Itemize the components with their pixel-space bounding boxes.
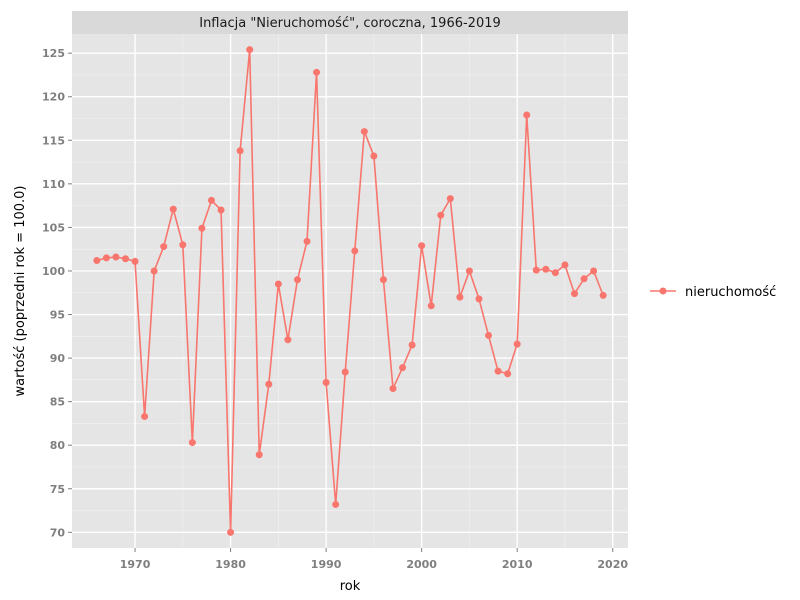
data-point [437,211,445,219]
data-point [255,451,263,459]
data-point [379,276,387,284]
y-tick-label: 80 [50,439,66,452]
data-point [418,242,426,250]
y-tick-label: 110 [42,178,65,191]
data-point [485,331,493,339]
data-point [571,290,579,298]
strip-background [72,11,628,34]
data-point [246,46,254,54]
data-point [332,500,340,508]
data-point [580,275,588,283]
data-point [121,255,129,263]
y-tick-label: 120 [42,91,65,104]
x-tick-label: 2020 [597,558,628,571]
x-tick-label: 1990 [311,558,342,571]
chart-title: Inflacja "Nieruchomość", coroczna, 1966-… [199,16,501,31]
data-point [141,412,149,420]
y-axis-title: wartość (poprzedni rok = 100.0) [13,186,28,397]
x-tick-label: 1970 [120,558,151,571]
y-tick-label: 115 [42,134,65,147]
y-tick-label: 85 [50,396,65,409]
y-tick-label: 125 [42,47,65,60]
data-point [112,253,120,261]
data-point [551,269,559,277]
data-point [475,295,483,303]
data-point [341,368,349,376]
data-point [227,528,235,536]
data-point [542,265,550,273]
data-point [102,254,110,262]
data-point [284,336,292,344]
data-point [494,367,502,375]
y-tick-label: 90 [50,352,66,365]
data-point [131,257,139,265]
legend-marker [659,287,667,295]
data-point [160,243,168,251]
y-tick-label: 70 [50,526,66,539]
data-point [150,267,158,275]
y-axis-ticks: 70 75 80 85 90 95 100 105 110 115 120 125 [42,47,72,539]
plot-panel [72,34,628,548]
y-tick-label: 95 [50,309,65,322]
x-axis-ticks: 1970 1980 1990 2000 2010 2020 [120,548,628,571]
series-nieruchomosc [93,46,607,536]
data-point [217,206,225,214]
data-point [198,224,206,232]
data-point [207,196,215,204]
data-point [523,111,531,119]
data-point [370,152,378,160]
data-point [274,280,282,288]
x-tick-label: 2000 [406,558,437,571]
data-point [561,261,569,269]
data-point [590,267,598,275]
legend-label: nieruchomość [685,285,776,300]
data-point [179,241,187,249]
x-tick-label: 1980 [215,558,246,571]
data-point [532,266,540,274]
data-point [188,439,196,447]
data-point [322,378,330,386]
data-point [465,267,473,275]
data-point [456,293,464,301]
y-tick-label: 75 [50,483,65,496]
series-line [96,48,604,534]
data-point [93,257,101,265]
data-point [389,385,397,393]
data-point [408,341,416,349]
x-axis-title: rok [340,579,361,594]
data-point [427,302,435,310]
data-point [360,128,368,136]
y-tick-label: 105 [42,221,65,234]
data-point [303,237,311,245]
data-point [169,205,177,213]
data-point [599,291,607,299]
data-point [236,147,244,155]
data-point [293,276,301,284]
y-tick-label: 100 [42,265,65,278]
data-point [265,380,273,388]
legend: nieruchomość [650,285,776,300]
data-point [446,195,454,203]
data-point [399,364,407,372]
x-tick-label: 2010 [502,558,533,571]
data-point [313,68,321,76]
data-point [504,370,512,378]
data-point [351,247,359,255]
data-point [513,340,521,348]
